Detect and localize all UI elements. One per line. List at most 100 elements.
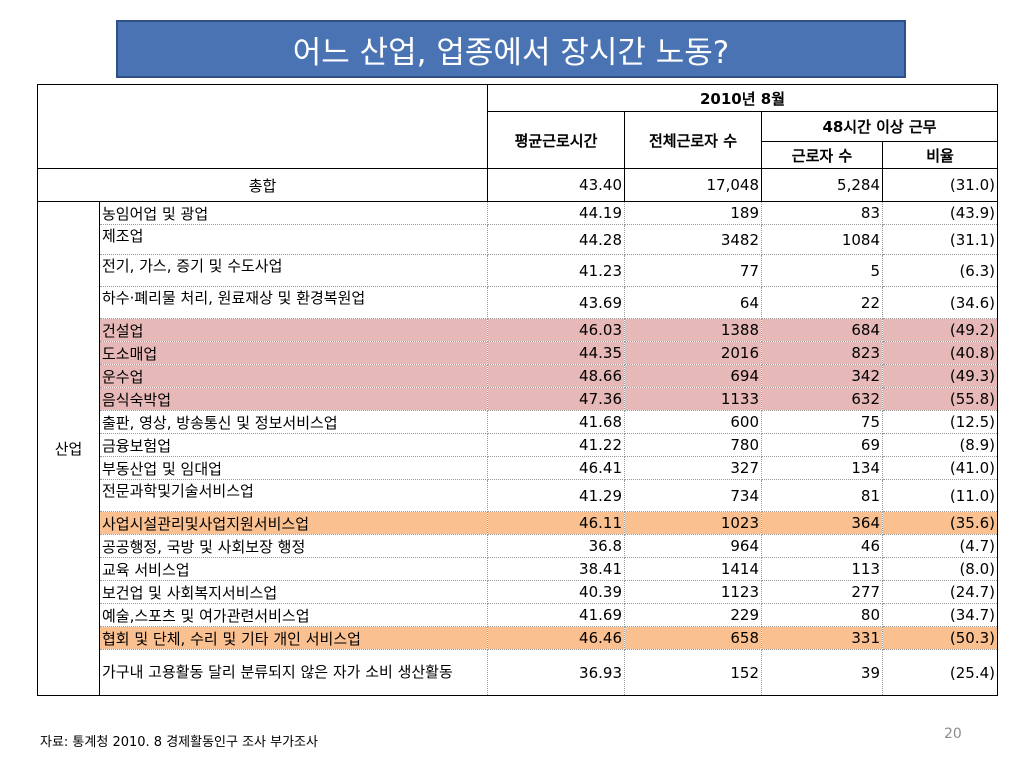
avg-hours-cell: 46.46 — [487, 626, 625, 650]
avg-hours-cell: 44.28 — [487, 224, 625, 255]
table-row: 교육 서비스업 38.41 1414 113 (8.0) — [38, 557, 999, 581]
total-workers-cell: 1388 — [624, 318, 762, 342]
avg-hours-cell: 44.19 — [487, 201, 625, 225]
avg-hours-cell: 46.11 — [487, 511, 625, 535]
ratio-cell: (24.7) — [881, 580, 999, 604]
avg-hours-cell: 47.36 — [487, 387, 625, 411]
total-workers-cell: 1123 — [624, 580, 762, 604]
over48-workers-cell: 134 — [761, 456, 883, 480]
total-workers-cell: 77 — [624, 254, 762, 287]
avg-hours-cell: 41.68 — [487, 410, 625, 434]
header-over48: 48시간 이상 근무 — [760, 111, 999, 142]
over48-workers-cell: 46 — [761, 534, 883, 558]
header-total-workers: 전체근로자 수 — [624, 111, 762, 169]
avg-hours-cell: 41.23 — [487, 254, 625, 287]
avg-hours-cell: 48.66 — [487, 364, 625, 388]
table-row: 출판, 영상, 방송통신 및 정보서비스업 41.68 600 75 (12.5) — [38, 410, 999, 434]
industry-name: 보건업 및 사회복지서비스업 — [99, 580, 488, 604]
avg-hours-cell: 41.29 — [487, 479, 625, 512]
table-row: 예술,스포츠 및 여가관련서비스업 41.69 229 80 (34.7) — [38, 603, 999, 627]
ratio-cell: (50.3) — [881, 626, 999, 650]
total-workers-cell: 1133 — [624, 387, 762, 411]
avg-hours-cell: 46.41 — [487, 456, 625, 480]
total-over48: 5,284 — [761, 168, 883, 202]
page-number: 20 — [944, 726, 962, 742]
ratio-cell: (40.8) — [881, 341, 999, 365]
ratio-cell: (55.8) — [881, 387, 999, 411]
ratio-cell: (43.9) — [881, 201, 999, 225]
header-workers: 근로자 수 — [761, 141, 883, 169]
total-workers-cell: 1414 — [624, 557, 762, 581]
category-label: 산업 — [37, 201, 100, 696]
over48-workers-cell: 83 — [761, 201, 883, 225]
industry-name: 부동산업 및 임대업 — [99, 456, 488, 480]
total-workers-cell: 189 — [624, 201, 762, 225]
total-workers-cell: 1023 — [624, 511, 762, 535]
industry-name: 공공행정, 국방 및 사회보장 행정 — [99, 534, 488, 558]
header-avg-hours: 평균근로시간 — [487, 111, 625, 169]
over48-workers-cell: 75 — [761, 410, 883, 434]
industry-rows: 산업 농임어업 및 광업 44.19 189 83 (43.9) 제조업 44.28 3482 1… — [37, 201, 999, 696]
avg-hours-cell: 36.8 — [487, 534, 625, 558]
over48-workers-cell: 364 — [761, 511, 883, 535]
ratio-cell: (12.5) — [881, 410, 999, 434]
avg-hours-cell: 38.41 — [487, 557, 625, 581]
over48-workers-cell: 823 — [761, 341, 883, 365]
ratio-cell: (34.7) — [881, 603, 999, 627]
avg-hours-cell: 40.39 — [487, 580, 625, 604]
ratio-cell: (35.6) — [881, 511, 999, 535]
table-row: 전기, 가스, 증기 및 수도사업 41.23 77 5 (6.3) — [38, 254, 999, 287]
ratio-cell: (31.1) — [881, 224, 999, 255]
table-row: 하수·폐리물 처리, 원료재상 및 환경복원업 43.69 64 22 (34.6) — [38, 286, 999, 319]
industry-name: 가구내 고용활동 달리 분류되지 않은 자가 소비 생산활동 — [99, 649, 488, 696]
avg-hours-cell: 46.03 — [487, 318, 625, 342]
total-ratio: (31.0) — [881, 168, 999, 202]
ratio-cell: (49.2) — [881, 318, 999, 342]
table-row: 제조업 44.28 3482 1084 (31.1) — [38, 224, 999, 255]
total-workers-cell: 780 — [624, 433, 762, 457]
source-note: 자료: 통계청 2010. 8 경제활동인구 조사 부가조사 — [40, 735, 318, 750]
table-row: 산업 농임어업 및 광업 44.19 189 83 (43.9) — [37, 201, 999, 696]
ratio-cell: (6.3) — [881, 254, 999, 287]
industry-name: 운수업 — [99, 364, 488, 388]
table-row: 공공행정, 국방 및 사회보장 행정 36.8 964 46 (4.7) — [38, 534, 999, 558]
over48-workers-cell: 684 — [761, 318, 883, 342]
avg-hours-cell: 41.22 — [487, 433, 625, 457]
header-ratio: 비율 — [881, 141, 999, 169]
industry-name: 음식숙박업 — [99, 387, 488, 411]
over48-workers-cell: 81 — [761, 479, 883, 512]
total-workers: 17,048 — [624, 168, 762, 202]
over48-workers-cell: 632 — [761, 387, 883, 411]
total-workers-cell: 229 — [624, 603, 762, 627]
industry-name: 농임어업 및 광업 — [99, 201, 488, 225]
industry-name: 사업시설관리및사업지원서비스업 — [99, 511, 488, 535]
total-workers-cell: 694 — [624, 364, 762, 388]
total-workers-cell: 64 — [624, 286, 762, 319]
industry-name: 제조업 — [99, 224, 488, 255]
total-workers-cell: 327 — [624, 456, 762, 480]
total-workers-cell: 734 — [624, 479, 762, 512]
industry-name: 하수·폐리물 처리, 원료재상 및 환경복원업 — [99, 286, 488, 319]
avg-hours-cell: 43.69 — [487, 286, 625, 319]
header-period: 2010년 8월 — [486, 84, 999, 112]
over48-workers-cell: 1084 — [761, 224, 883, 255]
avg-hours-cell: 44.35 — [487, 341, 625, 365]
table-row: 건설업 46.03 1388 684 (49.2) — [38, 318, 999, 342]
total-workers-cell: 600 — [624, 410, 762, 434]
industry-name: 금융보험업 — [99, 433, 488, 457]
industry-name: 협회 및 단체, 수리 및 기타 개인 서비스업 — [99, 626, 488, 650]
over48-workers-cell: 5 — [761, 254, 883, 287]
over48-workers-cell: 342 — [761, 364, 883, 388]
over48-workers-cell: 22 — [761, 286, 883, 319]
total-workers-cell: 2016 — [624, 341, 762, 365]
ratio-cell: (8.9) — [881, 433, 999, 457]
avg-hours-cell: 36.93 — [487, 649, 625, 696]
ratio-cell: (4.7) — [881, 534, 999, 558]
avg-hours-cell: 41.69 — [487, 603, 625, 627]
table-row: 전문과학및기술서비스업 41.29 734 81 (11.0) — [38, 479, 999, 512]
industry-name: 예술,스포츠 및 여가관련서비스업 — [99, 603, 488, 627]
ratio-cell: (25.4) — [881, 649, 999, 696]
total-avg: 43.40 — [487, 168, 625, 202]
industry-hours-table: 2010년 8월 평균근로시간 전체근로자 수 48시간 이상 근무 근로자 수… — [37, 84, 999, 696]
industry-name: 출판, 영상, 방송통신 및 정보서비스업 — [99, 410, 488, 434]
